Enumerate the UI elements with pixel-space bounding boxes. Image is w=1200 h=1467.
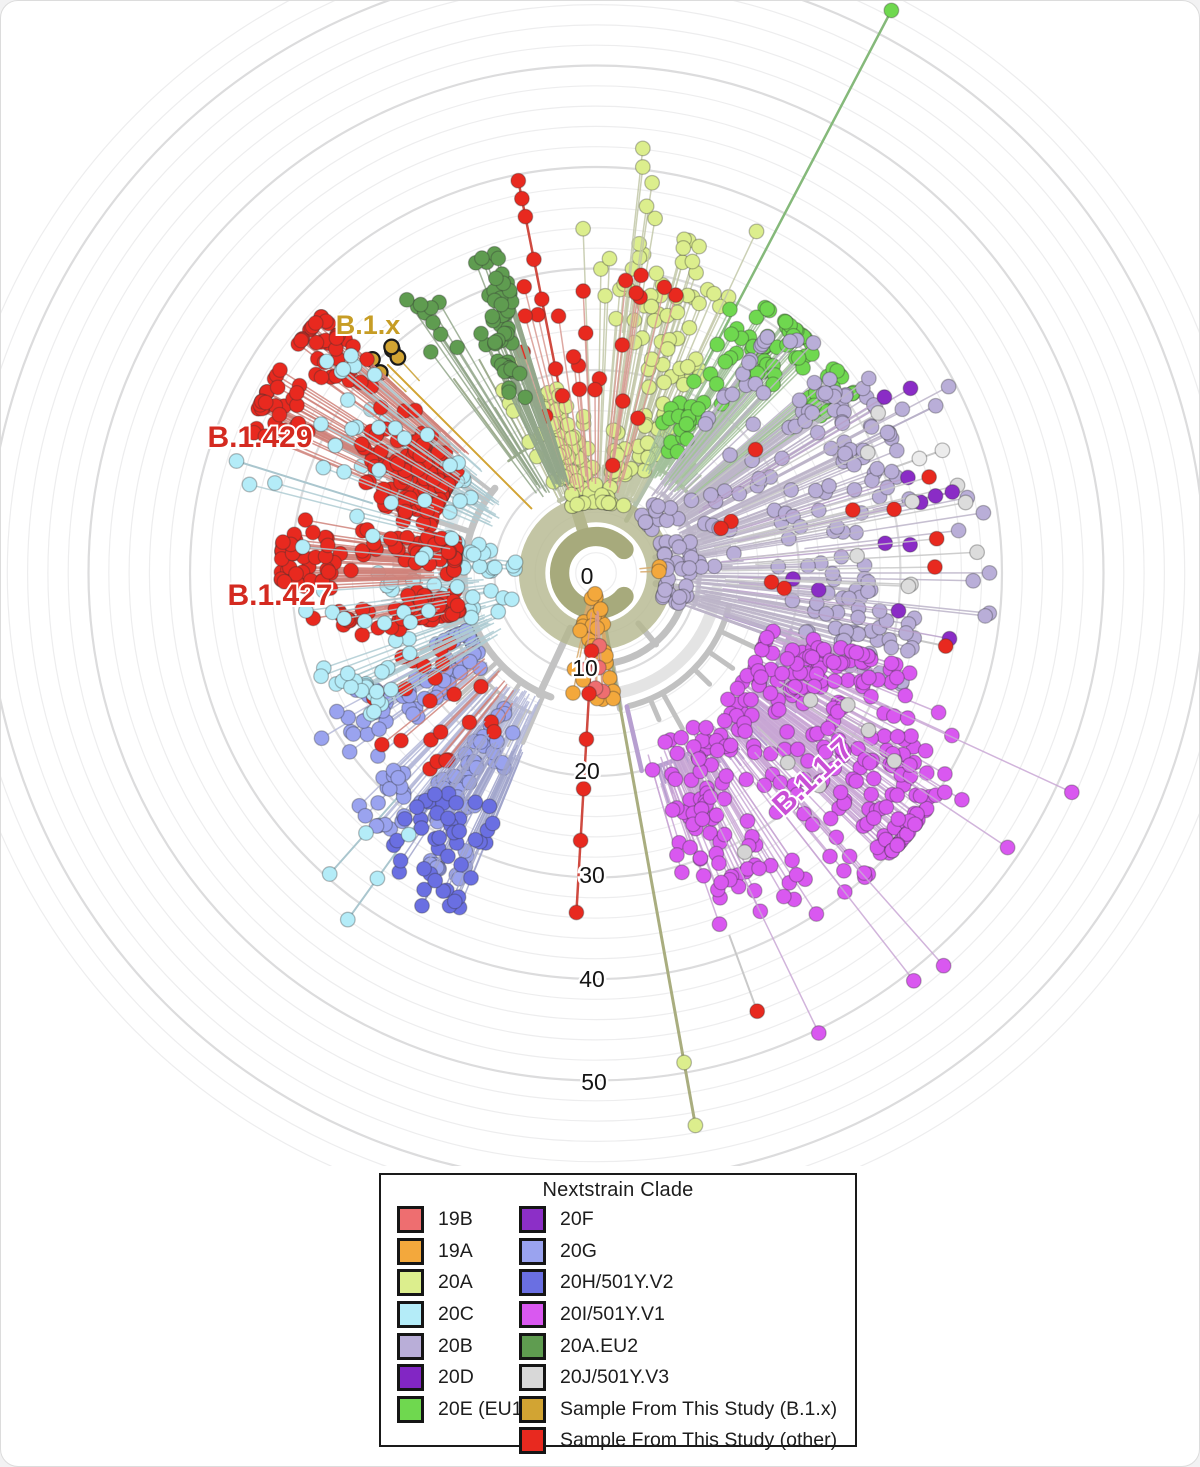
legend-swatch [519, 1269, 546, 1297]
cluster-20J-in-20I [688, 680, 903, 861]
legend-swatch [519, 1427, 546, 1455]
long-branch-tips [228, 2, 961, 1134]
svg-text:40: 40 [579, 966, 605, 992]
legend-swatch [397, 1206, 424, 1234]
cluster-19A-stray [639, 558, 668, 580]
legend-item-20C: 20C [397, 1299, 519, 1331]
cluster-20C-in-427 [294, 508, 466, 632]
legend-item-20J-501Y.V3: 20J/501Y.V3 [519, 1362, 855, 1394]
legend-item-20B: 20B [397, 1330, 519, 1362]
legend-swatch [519, 1301, 546, 1329]
cluster-study-red-top [515, 267, 684, 494]
legend-label: 20A.EU2 [560, 1334, 639, 1357]
legend-label: 20F [560, 1208, 594, 1231]
legend-item-20D: 20D [397, 1362, 519, 1394]
legend-swatch [397, 1237, 424, 1265]
legend-swatch [397, 1269, 424, 1297]
svg-text:B.1.427: B.1.427 [227, 579, 332, 612]
legend-item-20E-EU1-: 20E (EU1) [397, 1394, 529, 1426]
svg-text:B.1.429: B.1.429 [207, 421, 312, 454]
legend-swatch [397, 1364, 424, 1392]
legend-item-20A: 20A [397, 1267, 519, 1299]
legend-label: 20B [438, 1334, 473, 1357]
legend-item-Sample-From-This-Study-B.1.x-: Sample From This Study (B.1.x) [519, 1394, 855, 1426]
svg-text:0: 0 [581, 563, 594, 589]
legend-label: 19A [438, 1239, 473, 1262]
svg-text:10: 10 [572, 655, 598, 681]
legend-label: 20J/501Y.V3 [560, 1366, 670, 1389]
legend-label: 20A [438, 1271, 473, 1294]
legend-label: 20H/501Y.V2 [560, 1271, 674, 1294]
legend-item-20A.EU2: 20A.EU2 [519, 1330, 855, 1362]
legend-item-20F: 20F [519, 1204, 855, 1236]
cluster-20A-outer [621, 140, 765, 354]
legend-label: Sample From This Study (B.1.x) [560, 1397, 838, 1420]
legend-swatch [397, 1395, 424, 1423]
legend-label: 20C [438, 1303, 474, 1326]
svg-text:50: 50 [581, 1069, 607, 1095]
legend-label: 19B [438, 1208, 473, 1231]
legend-item-20G: 20G [519, 1236, 855, 1268]
cluster-20I-outer [718, 672, 1080, 1041]
svg-text:B.1.x: B.1.x [336, 310, 401, 340]
legend-swatch [519, 1206, 546, 1234]
legend-swatch [397, 1301, 424, 1329]
legend-swatch [519, 1237, 546, 1265]
legend-label: Sample From This Study (other) [560, 1429, 838, 1452]
legend-label: 20G [560, 1239, 597, 1262]
legend-swatch [519, 1364, 546, 1392]
cluster-20A-EU2 [398, 245, 570, 498]
legend-columns: 19B 19A 20A 20C 20B 20D 20E (EU1) 20F 20G 20H/50… [381, 1204, 855, 1457]
legend-label: 20I/501Y.V1 [560, 1303, 665, 1326]
legend-item-19B: 19B [397, 1204, 519, 1236]
svg-text:30: 30 [579, 862, 605, 888]
legend-column-right: 20F 20G 20H/501Y.V2 20I/501Y.V1 20A.EU2 20J/5… [519, 1204, 855, 1457]
legend-column-left: 19B 19A 20A 20C 20B 20D 20E (EU1) [397, 1204, 529, 1457]
legend-label: 20D [438, 1366, 474, 1389]
legend: Nextstrain Clade 19B 19A 20A 20C 20B 20D 20E (… [379, 1173, 857, 1455]
svg-text:20: 20 [574, 758, 600, 784]
legend-label: 20E (EU1) [438, 1397, 530, 1420]
legend-item-20I-501Y.V1: 20I/501Y.V1 [519, 1299, 855, 1331]
cluster-20H [385, 720, 524, 916]
legend-title: Nextstrain Clade [542, 1179, 694, 1201]
legend-swatch [519, 1332, 546, 1360]
cluster-study-red-in-20B [691, 441, 945, 597]
legend-item-19A: 19A [397, 1236, 519, 1268]
legend-item-Sample-From-This-Study-other-: Sample From This Study (other) [519, 1425, 855, 1457]
legend-swatch [397, 1332, 424, 1360]
radial-axis-tick-labels: 0 10 20 30 40 50 [570, 561, 610, 1098]
legend-swatch [519, 1395, 546, 1423]
legend-item-20H-501Y.V2: 20H/501Y.V2 [519, 1267, 855, 1299]
